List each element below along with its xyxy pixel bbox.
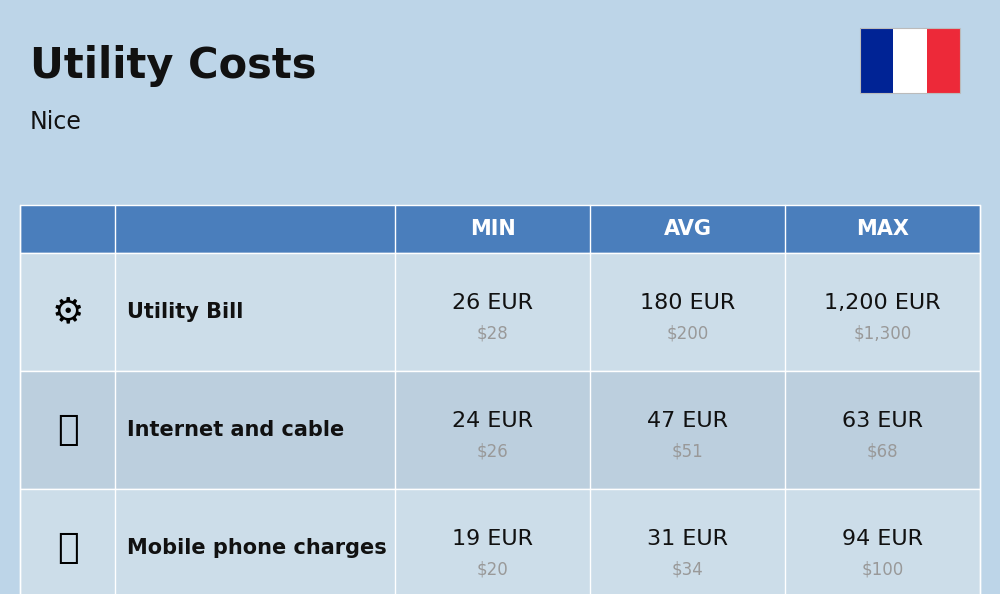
Text: $100: $100 xyxy=(861,560,904,578)
Text: Nice: Nice xyxy=(30,110,82,134)
Text: 📡: 📡 xyxy=(57,413,78,447)
Text: AVG: AVG xyxy=(664,219,712,239)
Text: 180 EUR: 180 EUR xyxy=(640,293,735,312)
Text: $34: $34 xyxy=(672,560,703,578)
Bar xyxy=(860,28,960,93)
Bar xyxy=(20,205,980,253)
Text: $1,300: $1,300 xyxy=(853,324,912,342)
Text: 1,200 EUR: 1,200 EUR xyxy=(824,293,941,312)
Bar xyxy=(20,371,980,489)
Text: 47 EUR: 47 EUR xyxy=(647,410,728,431)
Bar xyxy=(927,28,960,93)
Text: 19 EUR: 19 EUR xyxy=(452,529,533,549)
Bar xyxy=(20,253,980,371)
Text: 24 EUR: 24 EUR xyxy=(452,410,533,431)
Text: 63 EUR: 63 EUR xyxy=(842,410,923,431)
Text: Utility Costs: Utility Costs xyxy=(30,45,316,87)
Text: $51: $51 xyxy=(672,443,703,460)
Text: $28: $28 xyxy=(477,324,508,342)
Text: MAX: MAX xyxy=(856,219,909,239)
Bar xyxy=(20,489,980,594)
Text: 31 EUR: 31 EUR xyxy=(647,529,728,549)
Text: Internet and cable: Internet and cable xyxy=(127,420,344,440)
Text: Utility Bill: Utility Bill xyxy=(127,302,243,322)
Text: 26 EUR: 26 EUR xyxy=(452,293,533,312)
Bar xyxy=(860,28,893,93)
Text: 94 EUR: 94 EUR xyxy=(842,529,923,549)
Text: Mobile phone charges: Mobile phone charges xyxy=(127,538,387,558)
Text: ⚙: ⚙ xyxy=(51,295,84,329)
Text: $20: $20 xyxy=(477,560,508,578)
Text: $68: $68 xyxy=(867,443,898,460)
Text: $200: $200 xyxy=(666,324,709,342)
Text: MIN: MIN xyxy=(470,219,515,239)
Text: $26: $26 xyxy=(477,443,508,460)
Text: 📱: 📱 xyxy=(57,531,78,565)
Bar xyxy=(893,28,927,93)
